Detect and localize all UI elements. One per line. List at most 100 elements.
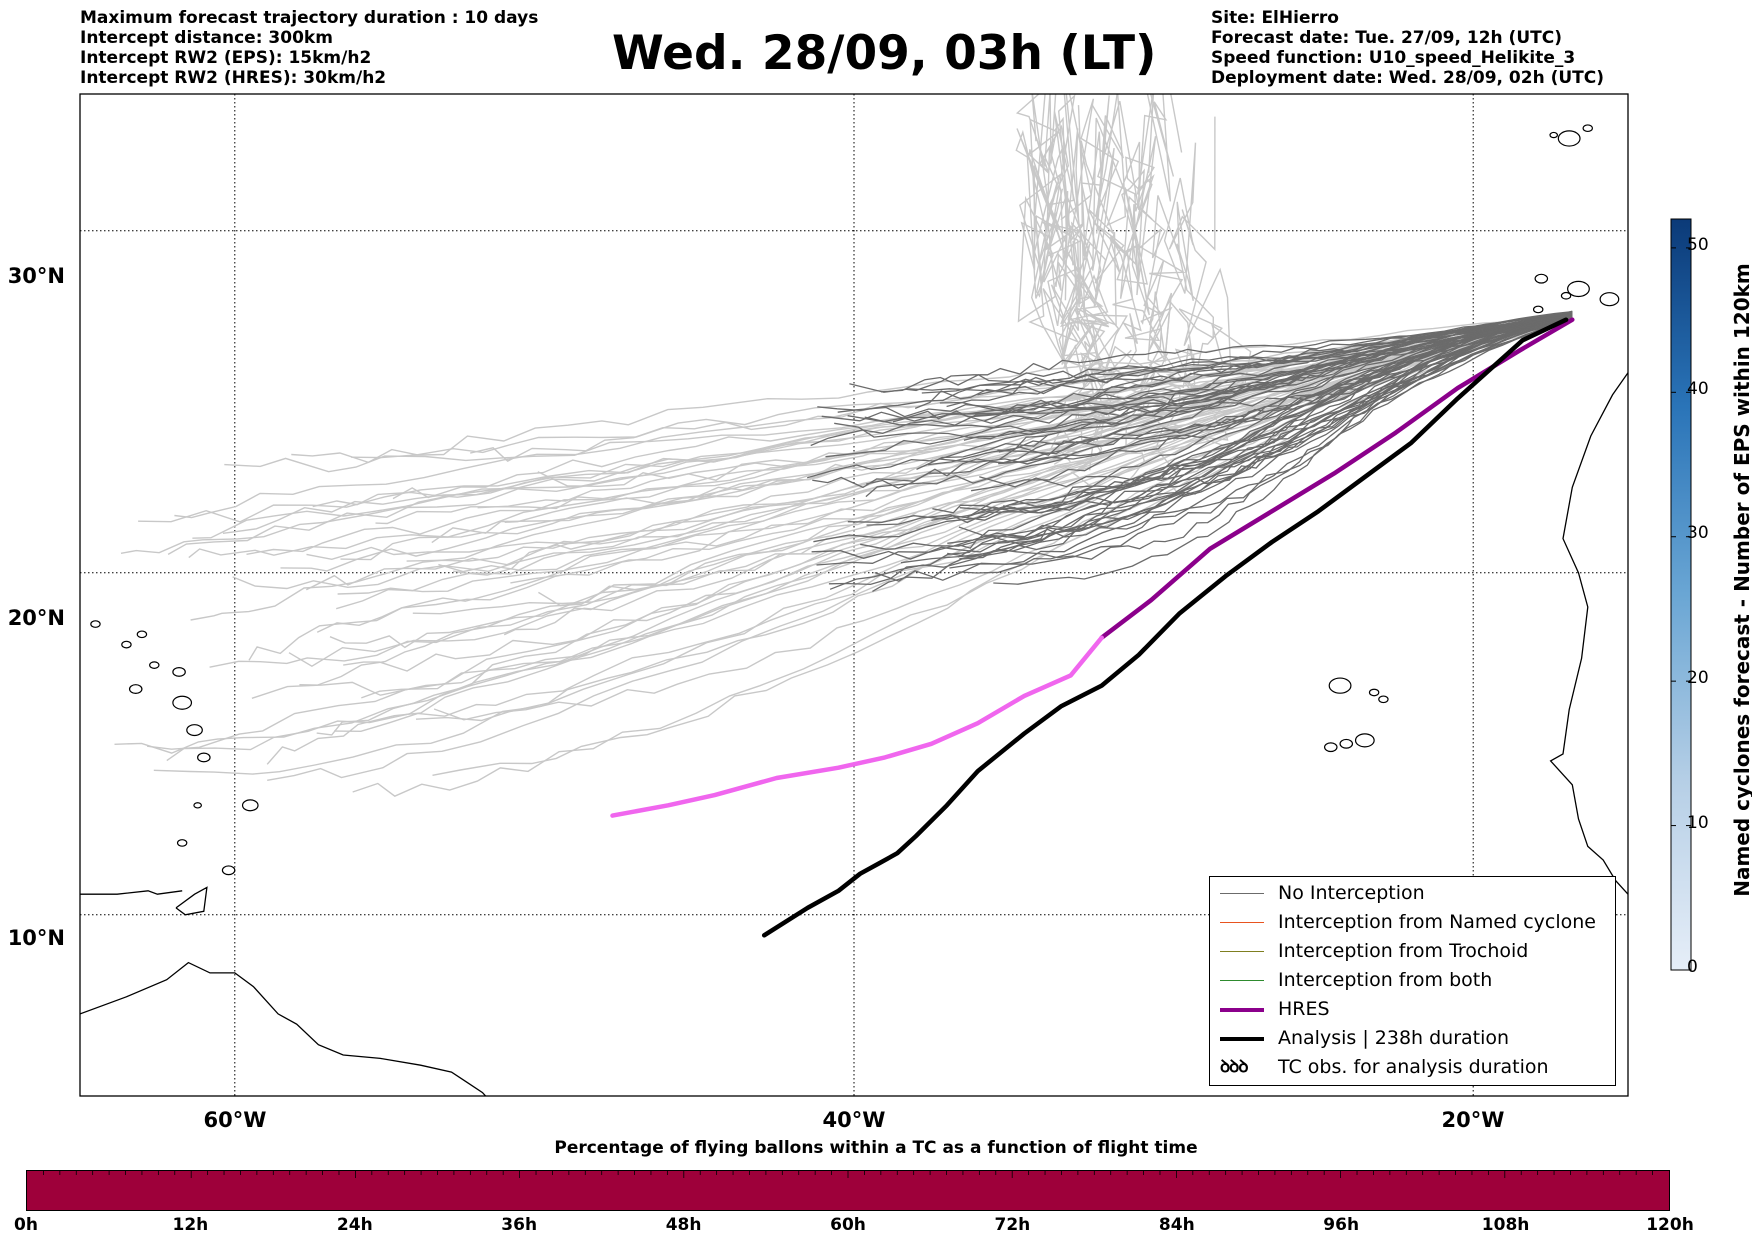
- island-outline: [197, 752, 211, 763]
- ensemble-track-no-interception: [866, 318, 1573, 489]
- hres-track-late: [610, 635, 1104, 818]
- legend-swatch: [1220, 893, 1264, 894]
- island-outline: [1368, 688, 1380, 697]
- ensemble-track-no-interception: [932, 314, 1573, 514]
- ensemble-track-light: [1070, 117, 1156, 488]
- island-outline: [1567, 280, 1590, 298]
- legend-label: Interception from Trochoid: [1278, 940, 1529, 962]
- island-outline: [1328, 677, 1352, 694]
- ensemble-track-light: [266, 319, 1573, 765]
- ensemble-trajectories: [114, 94, 1573, 798]
- ensemble-track-no-interception: [966, 318, 1573, 519]
- lat-label-30: 30°N: [7, 264, 65, 288]
- lon-label-60w: 60°W: [203, 1108, 267, 1132]
- flight-time-bar-title: Percentage of flying ballons within a TC…: [554, 1138, 1198, 1158]
- hour-label: 84h: [1158, 1215, 1195, 1235]
- cyclone-symbol-icon: ꝺꝺꝺ: [1220, 1057, 1249, 1077]
- island-outline: [128, 684, 143, 694]
- eps-tick: 30: [1687, 523, 1709, 543]
- island-outline: [1534, 273, 1549, 284]
- island-outline: [1532, 305, 1544, 314]
- legend-swatch: [1220, 1037, 1264, 1041]
- legend-swatch: [1220, 951, 1264, 952]
- island-outline: [241, 799, 259, 812]
- ensemble-track-no-interception: [813, 311, 1573, 543]
- legend-label: TC obs. for analysis duration: [1278, 1056, 1549, 1078]
- legend-label: No Interception: [1278, 882, 1425, 904]
- forecast-parameters: Maximum forecast trajectory duration : 1…: [80, 8, 538, 88]
- ensemble-track-no-interception: [970, 320, 1573, 517]
- eps-tick: 40: [1687, 379, 1709, 399]
- island-outline: [1549, 131, 1559, 139]
- coastline: [80, 961, 487, 1096]
- legend-label: Interception from Named cyclone: [1278, 911, 1596, 933]
- info-line: Deployment date: Wed. 28/09, 02h (UTC): [1211, 68, 1605, 88]
- legend-label: Analysis | 238h duration: [1278, 1027, 1510, 1049]
- eps-colorbar-ticks: [1671, 247, 1691, 971]
- ensemble-track-no-interception: [949, 315, 1573, 569]
- hour-label: 72h: [994, 1215, 1031, 1235]
- ensemble-track-no-interception: [881, 314, 1573, 393]
- legend-item-hres: HRES: [1216, 998, 1611, 1022]
- lon-label-20w: 20°W: [1441, 1108, 1505, 1132]
- ensemble-track-no-interception: [905, 314, 1573, 392]
- ensemble-track-light: [1097, 94, 1186, 412]
- lat-label-10: 10°N: [7, 926, 65, 950]
- hour-label: 48h: [665, 1215, 702, 1235]
- coastline: [1627, 299, 1628, 301]
- ensemble-track-light: [1069, 94, 1163, 435]
- info-line: Intercept distance: 300km: [80, 28, 333, 48]
- island-outline: [221, 865, 236, 876]
- ensemble-track-no-interception: [927, 313, 1573, 466]
- eps-tick: 20: [1687, 668, 1709, 688]
- island-outline: [1323, 742, 1338, 753]
- page-title: Wed. 28/09, 03h (LT): [612, 26, 1157, 81]
- eps-colorbar: [1670, 218, 1692, 971]
- island-outline: [90, 620, 101, 628]
- legend-item-analysis: Analysis | 238h duration: [1216, 1027, 1611, 1051]
- island-outline: [149, 661, 160, 669]
- island-outline: [1560, 291, 1572, 300]
- ensemble-track-light: [222, 315, 1573, 534]
- eps-tick: 0: [1687, 957, 1698, 977]
- ensemble-track-light: [153, 311, 1573, 775]
- island-outline: [193, 802, 202, 809]
- ensemble-track-no-interception: [860, 318, 1573, 550]
- legend-swatch: [1220, 1008, 1264, 1012]
- island-outline: [172, 667, 186, 677]
- ensemble-track-no-interception: [874, 317, 1573, 582]
- hour-label: 60h: [830, 1215, 866, 1235]
- hour-label: 108h: [1481, 1215, 1530, 1235]
- lat-label-20: 20°N: [7, 606, 65, 630]
- flight-time-bar: [26, 1170, 1670, 1211]
- flight-time-ticks: [43, 1171, 1653, 1178]
- island-outline: [136, 630, 148, 639]
- ensemble-track-no-interception: [957, 311, 1573, 558]
- legend-item-named-cyclone: Interception from Named cyclone: [1216, 911, 1611, 935]
- island-outline: [1339, 738, 1354, 749]
- legend-label: Interception from both: [1278, 969, 1493, 991]
- eps-colorbar-title: Named cyclones forecast - Number of EPS …: [1730, 263, 1752, 897]
- info-line: Speed function: U10_speed_Helikite_3: [1211, 48, 1576, 68]
- hour-label: 36h: [501, 1215, 538, 1235]
- ensemble-track-light: [1032, 94, 1125, 463]
- ensemble-track-no-interception: [817, 319, 1573, 412]
- lon-label-40w: 40°W: [822, 1108, 886, 1132]
- legend-item-no-interception: No Interception: [1216, 882, 1611, 906]
- legend-item-both: Interception from both: [1216, 969, 1611, 993]
- coastline: [80, 890, 183, 895]
- legend-swatch: [1220, 980, 1264, 981]
- eps-tick: 50: [1687, 235, 1709, 255]
- hour-label: 0h: [14, 1215, 38, 1235]
- legend-item-tc-obs: ꝺꝺꝺ TC obs. for analysis duration: [1216, 1056, 1611, 1080]
- hour-label: 24h: [336, 1215, 373, 1235]
- hour-label: 12h: [172, 1215, 209, 1235]
- main-tracks: [610, 317, 1575, 938]
- hour-label: 96h: [1323, 1215, 1360, 1235]
- island-outline: [1354, 733, 1375, 748]
- legend: No Interception Interception from Named …: [1209, 876, 1616, 1086]
- info-line: Forecast date: Tue. 27/09, 12h (UTC): [1211, 28, 1562, 48]
- legend-label: HRES: [1278, 998, 1330, 1020]
- island-outline: [121, 640, 132, 649]
